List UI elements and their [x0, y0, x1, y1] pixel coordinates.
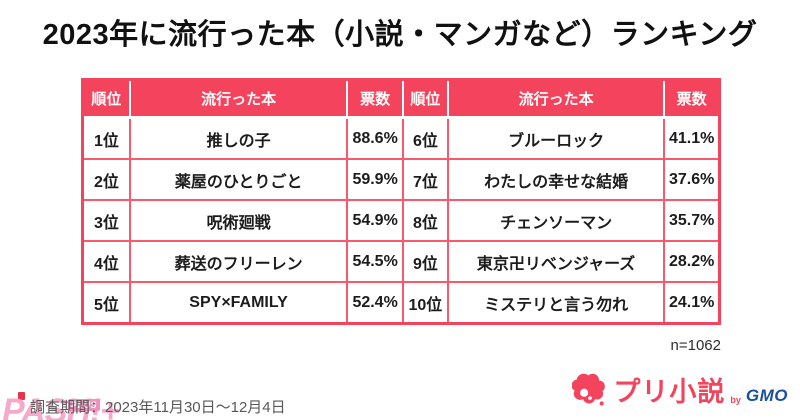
votes-cell: 54.9% — [348, 201, 402, 240]
rank-cell: 8位 — [403, 201, 447, 240]
votes-cell: 28.2% — [665, 242, 718, 281]
page-title: 2023年に流行った本（小説・マンガなど）ランキング — [42, 19, 758, 51]
votes-cell: 35.7% — [665, 201, 718, 240]
votes-cell: 59.9% — [348, 160, 402, 199]
rank-cell: 7位 — [403, 160, 447, 199]
book-cell: ブルーロック — [448, 119, 664, 158]
sample-size-label: n=1062 — [670, 337, 721, 354]
rank-cell: 3位 — [84, 201, 129, 240]
watermark-red-mark-icon — [18, 392, 25, 400]
pri-shousetsu-logo: プリ小説 by GMO — [572, 371, 788, 409]
rank-cell: 2位 — [84, 160, 129, 199]
book-cell: 東京卍リベンジャーズ — [448, 242, 664, 281]
header-spacer — [84, 116, 718, 119]
votes-cell: 54.5% — [348, 242, 402, 281]
votes-cell: 37.6% — [665, 160, 718, 199]
watermark-plus-icon: + — [100, 392, 120, 420]
brand-by-label: by — [730, 395, 741, 405]
book-cell: 呪術廻戦 — [130, 201, 347, 240]
header-rank-right: 順位 — [403, 81, 447, 116]
votes-cell: 88.6% — [348, 119, 402, 158]
rank-cell: 1位 — [84, 119, 129, 158]
table-header-row: 順位 流行った本 票数 順位 流行った本 票数 — [84, 81, 718, 116]
rank-cell: 5位 — [84, 283, 129, 322]
book-cell: チェンソーマン — [448, 201, 664, 240]
book-cell: わたしの幸せな結婚 — [448, 160, 664, 199]
votes-cell: 24.1% — [665, 283, 718, 322]
book-cell: 薬屋のひとりごと — [130, 160, 347, 199]
header-rank-left: 順位 — [84, 81, 129, 116]
survey-period-label: 調査期間：2023年11月30日〜12月4日 — [30, 399, 286, 416]
ranking-table: 順位 流行った本 票数 順位 流行った本 票数 1位 推しの子 88.6% 6位… — [81, 78, 721, 325]
header-votes-left: 票数 — [348, 81, 402, 116]
book-cell: 葬送のフリーレン — [130, 242, 347, 281]
brand-company-name: GMO — [745, 386, 788, 405]
header-votes-right: 票数 — [665, 81, 718, 116]
header-book-left: 流行った本 — [130, 81, 347, 116]
rank-cell: 4位 — [84, 242, 129, 281]
table-body: 1位 推しの子 88.6% 6位 ブルーロック 41.1% 2位 薬屋のひとりご… — [84, 119, 718, 322]
votes-cell: 41.1% — [665, 119, 718, 158]
rank-cell: 6位 — [403, 119, 447, 158]
rank-cell: 9位 — [403, 242, 447, 281]
book-cell: SPY×FAMILY — [130, 283, 347, 322]
header-book-right: 流行った本 — [448, 81, 664, 116]
puff-flower-icon — [572, 373, 606, 406]
pash-plus-watermark: PASH! + PLUS — [2, 391, 152, 420]
rank-cell: 10位 — [403, 283, 447, 322]
book-cell: ミステリと言う勿れ — [448, 283, 664, 322]
watermark-plus-label: PLUS — [68, 399, 101, 411]
brand-service-name: プリ小説 — [613, 377, 726, 407]
votes-cell: 52.4% — [348, 283, 402, 322]
book-cell: 推しの子 — [130, 119, 347, 158]
